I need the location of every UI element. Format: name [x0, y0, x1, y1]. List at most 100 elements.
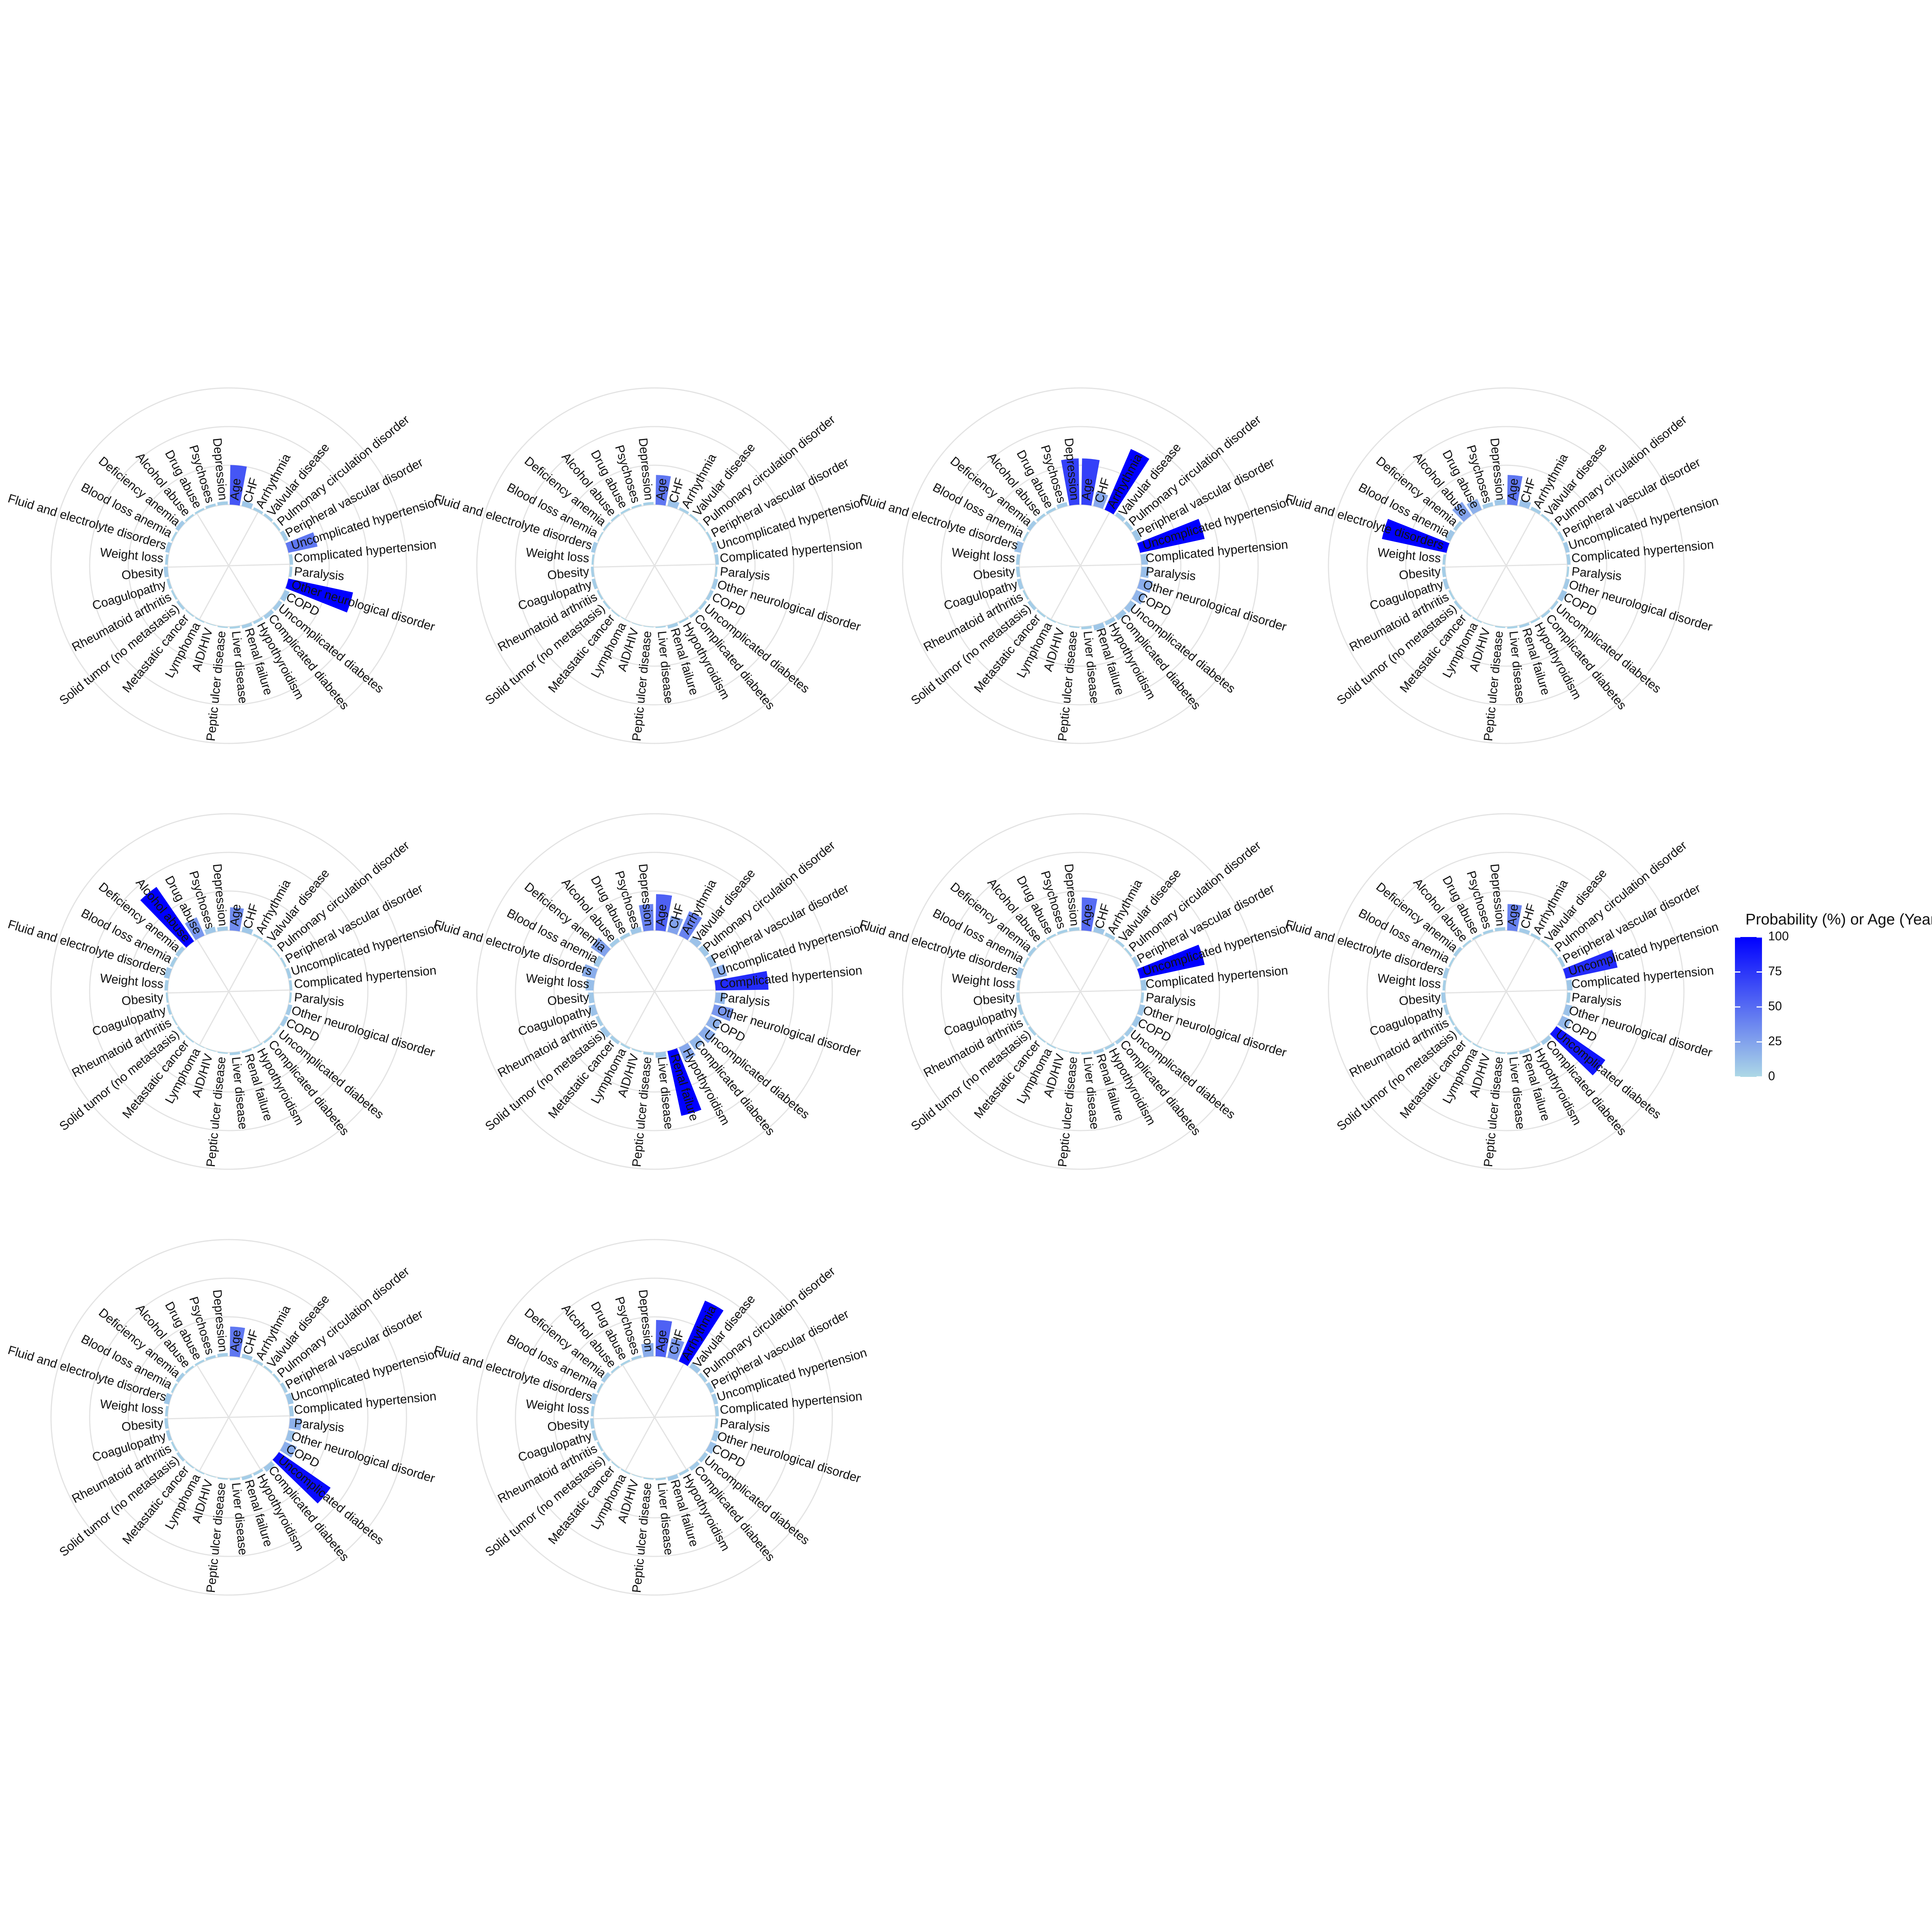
bar	[185, 1365, 194, 1374]
grid-spoke	[594, 565, 655, 568]
bar	[1445, 529, 1455, 542]
bar	[242, 1354, 253, 1361]
grid-circle	[50, 1239, 407, 1596]
bar	[171, 1015, 178, 1026]
bar	[611, 1365, 620, 1374]
grid-spoke	[624, 1417, 655, 1471]
bar	[289, 566, 293, 577]
bar	[1046, 617, 1056, 623]
bar	[1563, 578, 1570, 590]
bar	[230, 626, 240, 629]
bar	[1454, 1026, 1463, 1036]
bar	[1124, 521, 1134, 531]
bar	[170, 956, 178, 968]
bar	[1442, 980, 1446, 991]
bar	[1131, 529, 1141, 542]
bar	[1131, 956, 1140, 968]
bar	[285, 1393, 294, 1405]
bar	[253, 1359, 264, 1366]
bar	[591, 566, 595, 577]
bar	[1081, 897, 1097, 932]
bar	[175, 946, 185, 957]
grid-circle	[89, 426, 369, 706]
grid-circle	[1366, 852, 1646, 1131]
bar	[165, 542, 172, 553]
bar	[1115, 939, 1125, 948]
bar	[602, 522, 611, 531]
grid-circle	[1405, 890, 1607, 1093]
bar	[1016, 566, 1020, 577]
bar	[714, 554, 719, 565]
bar	[698, 1026, 716, 1043]
grid-circle	[1444, 504, 1568, 628]
bar	[164, 967, 172, 979]
bar	[242, 501, 253, 509]
grid-spoke	[1019, 991, 1081, 994]
bar	[1036, 939, 1046, 948]
bar	[253, 617, 264, 624]
bar	[1140, 992, 1144, 1003]
bar	[597, 1441, 604, 1452]
grid-circle	[553, 464, 756, 667]
bar	[205, 503, 216, 509]
bar	[289, 1405, 294, 1417]
bar	[590, 1418, 595, 1429]
bar	[594, 955, 604, 968]
colorbar-tick-label: 75	[1768, 964, 1782, 978]
bar	[591, 554, 595, 565]
bar	[597, 590, 604, 600]
grid-spoke	[594, 991, 655, 994]
bar	[217, 501, 228, 506]
bar	[1115, 1035, 1125, 1045]
bar	[166, 1004, 172, 1015]
bar	[1507, 626, 1518, 629]
bar	[185, 1461, 194, 1469]
bar	[1448, 957, 1455, 968]
grid-spoke	[1474, 939, 1507, 992]
bar	[289, 554, 293, 565]
bar	[1530, 1043, 1541, 1050]
bar	[698, 1452, 708, 1463]
colorbar-tick-label: 0	[1768, 1069, 1775, 1083]
bar	[714, 1406, 719, 1417]
bar	[1061, 458, 1080, 506]
bar	[1483, 622, 1493, 626]
bar	[1507, 1051, 1518, 1055]
grid-spoke	[654, 937, 685, 992]
bar	[1014, 541, 1024, 553]
category-label: Age	[227, 478, 243, 501]
bar	[1530, 507, 1541, 515]
bar	[171, 1383, 178, 1393]
bar	[263, 1461, 275, 1472]
bar	[185, 917, 205, 940]
bar	[217, 1353, 228, 1357]
bar	[280, 957, 287, 968]
bar	[253, 934, 263, 940]
bar	[655, 1051, 667, 1058]
bar	[1442, 578, 1450, 590]
bar	[185, 1035, 194, 1043]
bar	[667, 499, 680, 509]
grid-spoke	[1048, 513, 1081, 566]
bar	[1017, 1004, 1024, 1015]
bar	[714, 992, 726, 1004]
grid-circle	[1444, 930, 1568, 1053]
bar	[1557, 590, 1567, 602]
bar	[1093, 927, 1105, 935]
grid-circle	[89, 1277, 369, 1557]
grid-spoke	[1476, 991, 1507, 1046]
grid-spoke	[1080, 565, 1113, 618]
bar	[582, 964, 598, 979]
bar	[164, 980, 169, 991]
bar	[591, 1406, 595, 1417]
grid-circle	[476, 813, 833, 1170]
bar	[263, 513, 273, 522]
bar	[698, 1372, 708, 1383]
bar	[1541, 1035, 1552, 1045]
grid-circle	[902, 813, 1259, 1170]
grid-spoke	[624, 565, 655, 620]
bar	[1453, 947, 1463, 957]
bar	[689, 1461, 700, 1471]
bar	[621, 617, 631, 622]
bar	[166, 1430, 172, 1441]
